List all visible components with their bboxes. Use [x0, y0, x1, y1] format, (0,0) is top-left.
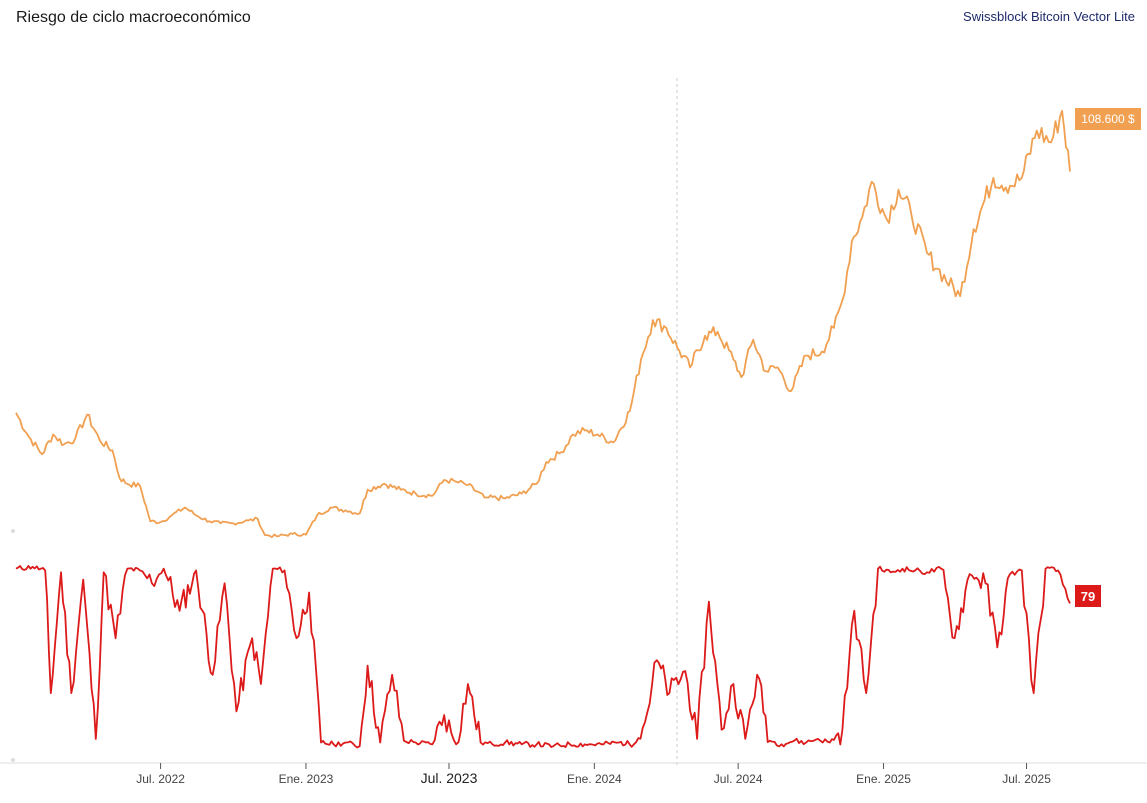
pane-marker-bottom — [11, 758, 15, 762]
brand-label: Swissblock Bitcoin Vector Lite — [963, 9, 1135, 24]
price-series-line — [15, 109, 1071, 539]
risk-badge-bg — [1075, 585, 1101, 607]
price-badge-label: 108.600 $ — [1081, 112, 1135, 126]
x-tick-label: Ene. 2024 — [567, 772, 622, 786]
price-badge-bg — [1075, 108, 1141, 130]
price-badge: 108.600 $ — [1075, 108, 1141, 130]
pane-marker-top — [11, 529, 15, 533]
page-title: Riesgo de ciclo macroeconómico — [16, 9, 251, 26]
x-tick-label: Jul. 2025 — [1002, 772, 1051, 786]
x-tick-label: Ene. 2023 — [279, 772, 334, 786]
x-tick-label: Jul. 2022 — [136, 772, 185, 786]
risk-badge: 79 — [1075, 585, 1101, 607]
x-tick-label: Jul. 2024 — [714, 772, 763, 786]
risk-series-line — [15, 565, 1071, 749]
x-axis-ticks: Jul. 2022 Ene. 2023 Jul. 2023 Ene. 2024 Jul.… — [136, 763, 1051, 786]
x-tick-label: Ene. 2025 — [856, 772, 911, 786]
x-tick-label: Jul. 2023 — [421, 770, 478, 786]
risk-badge-label: 79 — [1081, 589, 1095, 604]
